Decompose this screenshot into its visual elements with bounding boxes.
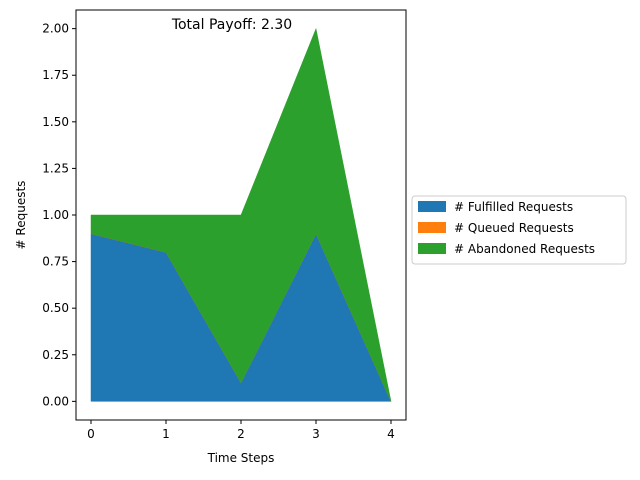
chart-title: Total Payoff: 2.30	[171, 17, 292, 33]
x-tick-label: 2	[237, 427, 245, 441]
x-tick-label: 3	[312, 427, 320, 441]
y-tick-label: 1.25	[42, 161, 69, 175]
legend-swatch	[418, 222, 446, 233]
y-axis-label: # Requests	[14, 181, 28, 250]
legend-frame	[411, 195, 627, 265]
legend-label: # Fulfilled Requests	[454, 200, 573, 214]
area-layer	[90, 27, 392, 402]
x-tick-label: 1	[162, 427, 170, 441]
x-axis: 0 1 2 3 4	[87, 420, 395, 441]
y-tick-label: 1.75	[42, 68, 69, 82]
y-tick-label: 1.50	[42, 115, 69, 129]
legend-swatch	[418, 201, 446, 212]
x-tick-label: 4	[387, 427, 395, 441]
y-tick-label: 0.75	[42, 255, 69, 269]
x-axis-label: Time Steps	[207, 451, 275, 465]
legend: # Fulfilled Requests # Queued Requests # A…	[411, 195, 627, 265]
legend-label: # Abandoned Requests	[454, 242, 595, 256]
y-tick-label: 0.50	[42, 301, 69, 315]
legend-swatch	[418, 243, 446, 254]
legend-items: # Fulfilled Requests # Queued Requests # A…	[418, 200, 595, 256]
area-series-2	[90, 27, 392, 402]
y-axis: 0.00 0.25 0.50 0.75 1.00 1.25 1.50 1.75 2.00	[42, 22, 76, 408]
y-tick-label: 2.00	[42, 22, 69, 36]
x-tick-label: 0	[87, 427, 95, 441]
legend-label: # Queued Requests	[454, 221, 574, 235]
y-tick-label: 0.00	[42, 394, 69, 408]
y-tick-label: 1.00	[42, 208, 69, 222]
y-tick-label: 0.25	[42, 348, 69, 362]
